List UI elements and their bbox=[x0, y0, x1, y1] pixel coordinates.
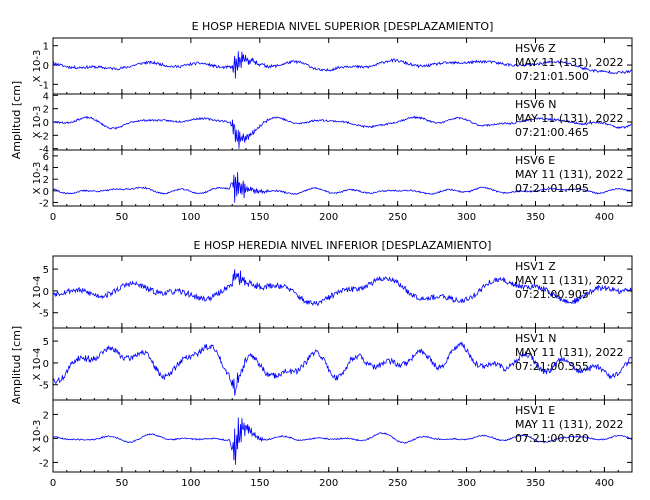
station-label: HSV6 Z bbox=[515, 42, 556, 55]
panel-title: E HOSP HEREDIA NIVEL INFERIOR [DESPLAZAM… bbox=[194, 239, 492, 252]
station-label: HSV6 E bbox=[515, 154, 555, 167]
waveform-line bbox=[52, 269, 633, 307]
time-label: 07:21:00.355 bbox=[515, 360, 589, 373]
x-tick-label: 400 bbox=[595, 212, 614, 223]
waveform-line bbox=[52, 417, 633, 465]
x-tick-label: 250 bbox=[388, 212, 407, 223]
y-tick-label: 2 bbox=[43, 105, 49, 116]
time-label: 07:21:01.495 bbox=[515, 182, 589, 195]
y-tick-label: 5 bbox=[43, 337, 49, 348]
station-label: HSV6 N bbox=[515, 98, 557, 111]
x-tick-label: 250 bbox=[388, 478, 407, 489]
scale-label: X 10-3 bbox=[32, 162, 43, 195]
x-tick-label: 50 bbox=[116, 478, 129, 489]
y-tick-label: 0 bbox=[43, 61, 49, 72]
y-tick-label: 2 bbox=[43, 175, 49, 186]
y-tick-label: -2 bbox=[39, 131, 49, 142]
x-tick-label: 200 bbox=[319, 212, 338, 223]
scale-label: X 10-4 bbox=[32, 276, 43, 309]
time-label: 07:21:00.905 bbox=[515, 288, 589, 301]
y-tick-label: 0 bbox=[43, 187, 49, 198]
x-tick-label: 0 bbox=[50, 478, 56, 489]
y-tick-label: 4 bbox=[43, 164, 49, 175]
y-tick-label: 6 bbox=[43, 152, 49, 163]
x-tick-label: 50 bbox=[116, 212, 129, 223]
panel-title: E HOSP HEREDIA NIVEL SUPERIOR [DESPLAZAM… bbox=[192, 20, 494, 33]
y-tick-label: -2 bbox=[39, 199, 49, 210]
station-label: HSV1 Z bbox=[515, 260, 556, 273]
time-label: 07:21:00.465 bbox=[515, 126, 589, 139]
waveform-line bbox=[52, 51, 632, 79]
x-tick-label: 350 bbox=[526, 478, 545, 489]
y-tick-label: -4 bbox=[39, 145, 49, 156]
x-tick-label: 100 bbox=[181, 212, 200, 223]
y-tick-label: -5 bbox=[39, 309, 49, 320]
y-tick-label: 2 bbox=[43, 410, 49, 421]
y-tick-label: 4 bbox=[43, 91, 49, 102]
y-tick-label: 0 bbox=[43, 287, 49, 298]
date-label: MAY 11 (131), 2022 bbox=[515, 346, 623, 359]
x-tick-label: 150 bbox=[250, 478, 269, 489]
y-tick-label: -1 bbox=[39, 80, 49, 91]
x-tick-label: 300 bbox=[457, 212, 476, 223]
x-tick-label: 350 bbox=[526, 212, 545, 223]
y-tick-label: 1 bbox=[43, 42, 49, 53]
y-axis-label: Amplitud [cm] bbox=[10, 326, 23, 404]
x-tick-label: 300 bbox=[457, 478, 476, 489]
station-label: HSV1 N bbox=[515, 332, 557, 345]
station-label: HSV1 E bbox=[515, 404, 555, 417]
scale-label: X 10-3 bbox=[32, 50, 43, 83]
waveform-line bbox=[52, 172, 632, 203]
panel-superior: E HOSP HEREDIA NIVEL SUPERIOR [DESPLAZAM… bbox=[10, 20, 633, 223]
time-label: 07:21:00.020 bbox=[515, 432, 589, 445]
x-tick-label: 0 bbox=[50, 212, 56, 223]
y-axis-label: Amplitud [cm] bbox=[10, 81, 23, 159]
date-label: MAY 11 (131), 2022 bbox=[515, 418, 623, 431]
date-label: MAY 11 (131), 2022 bbox=[515, 112, 623, 125]
time-label: 07:21:01.500 bbox=[515, 70, 589, 83]
x-tick-label: 100 bbox=[181, 478, 200, 489]
panel-inferior: E HOSP HEREDIA NIVEL INFERIOR [DESPLAZAM… bbox=[10, 239, 633, 489]
date-label: MAY 11 (131), 2022 bbox=[515, 168, 623, 181]
x-tick-label: 400 bbox=[595, 478, 614, 489]
scale-label: X 10-3 bbox=[32, 106, 43, 139]
y-tick-label: 5 bbox=[43, 265, 49, 276]
y-tick-label: -5 bbox=[39, 381, 49, 392]
y-tick-label: -2 bbox=[39, 458, 49, 469]
scale-label: X 10-4 bbox=[32, 348, 43, 381]
y-tick-label: 0 bbox=[43, 434, 49, 445]
scale-label: X 10-3 bbox=[32, 420, 43, 453]
y-tick-label: 0 bbox=[43, 359, 49, 370]
waveform-line bbox=[52, 115, 633, 149]
waveform-line bbox=[52, 341, 633, 396]
y-tick-label: 0 bbox=[43, 118, 49, 129]
date-label: MAY 11 (131), 2022 bbox=[515, 274, 623, 287]
x-tick-label: 150 bbox=[250, 212, 269, 223]
x-tick-label: 200 bbox=[319, 478, 338, 489]
date-label: MAY 11 (131), 2022 bbox=[515, 56, 623, 69]
